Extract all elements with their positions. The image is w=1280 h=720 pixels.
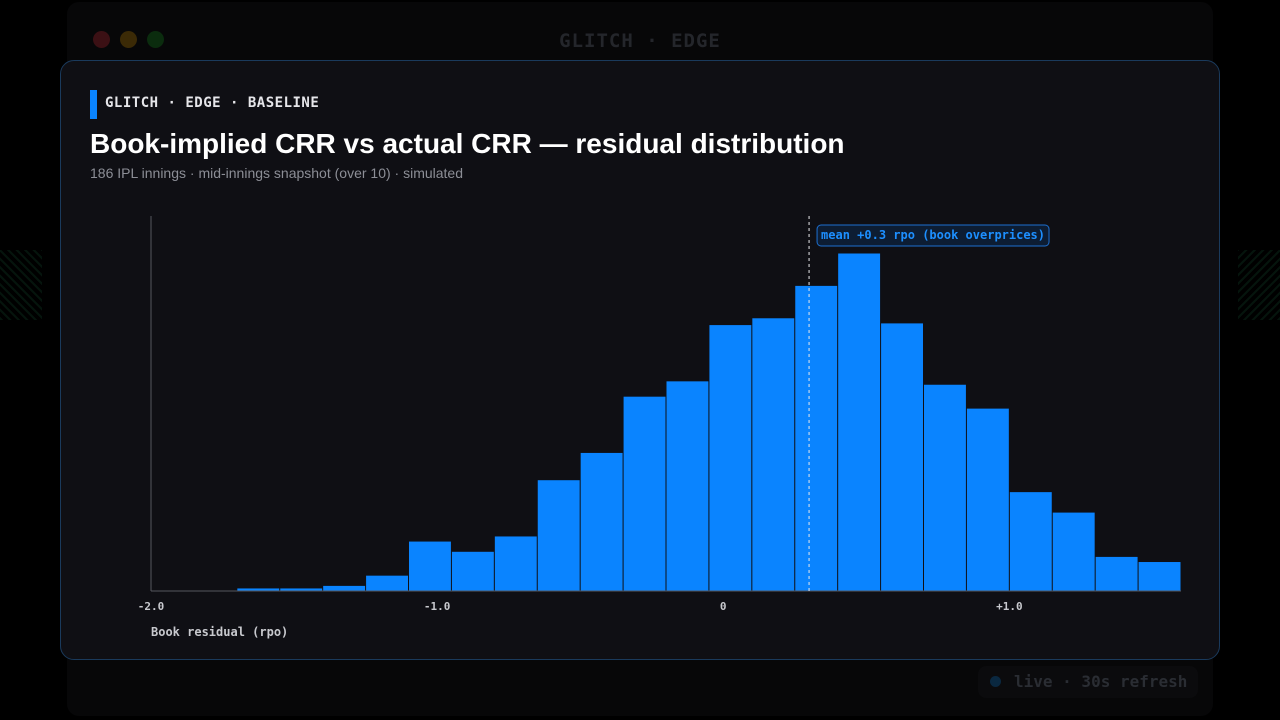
- histogram-bar-8: [494, 536, 537, 591]
- histogram-bar-5: [366, 575, 408, 591]
- histogram-bar-18: [924, 384, 966, 591]
- histogram-bar-15: [795, 285, 838, 591]
- histogram-bar-2: [237, 588, 280, 591]
- x-tick-label-2: 0: [720, 600, 727, 613]
- chart-card: GLITCH · EDGE · BASELINE Book-implied CR…: [60, 60, 1220, 660]
- kicker-accent-bar: [90, 90, 97, 119]
- histogram-bar-22: [1095, 556, 1138, 591]
- histogram-bar-7: [451, 551, 494, 591]
- histogram-bar-23: [1138, 562, 1181, 591]
- x-tick-label-1: -1.0: [424, 600, 451, 613]
- histogram-bar-14: [752, 318, 795, 591]
- card-kicker: GLITCH · EDGE · BASELINE: [105, 95, 320, 111]
- histogram-bar-6: [409, 541, 451, 591]
- decorative-pattern-left: [0, 250, 42, 320]
- window-title: GLITCH · EDGE: [559, 30, 721, 52]
- histogram-bar-10: [580, 452, 623, 591]
- histogram-bar-16: [838, 253, 881, 591]
- histogram-chart: -2.0 -1.0 0 +1.0 mean +0.3 rpo (book overpr…: [138, 216, 1181, 639]
- x-tick-label-3: +1.0: [996, 600, 1023, 613]
- decorative-pattern-right: [1238, 250, 1280, 320]
- live-status-pill: [978, 666, 1198, 698]
- histogram-bar-21: [1052, 512, 1095, 591]
- live-status-text: live · 30s refresh: [1014, 672, 1188, 691]
- bars-group: [237, 253, 1181, 591]
- maximize-window-button[interactable]: [147, 31, 164, 48]
- x-tick-labels: -2.0 -1.0 0 +1.0: [138, 600, 1023, 613]
- live-indicator-icon: [990, 676, 1001, 687]
- histogram-bar-11: [623, 396, 666, 591]
- chart-title: Book-implied CRR vs actual CRR — residua…: [90, 128, 845, 159]
- histogram-bar-17: [881, 323, 923, 591]
- x-axis-title: Book residual (rpo): [151, 625, 288, 639]
- close-window-button[interactable]: [93, 31, 110, 48]
- histogram-bar-9: [537, 480, 580, 591]
- histogram-bar-19: [966, 408, 1009, 591]
- chart-subtitle: 186 IPL innings · mid-innings snapshot (…: [90, 165, 464, 181]
- histogram-bar-20: [1009, 492, 1052, 591]
- mean-annotation-label: mean +0.3 rpo (book overprices): [821, 228, 1045, 242]
- minimize-window-button[interactable]: [120, 31, 137, 48]
- histogram-bar-3: [280, 588, 323, 591]
- mean-annotation-box: [816, 224, 1050, 247]
- histogram-bar-13: [709, 325, 752, 591]
- histogram-bar-12: [666, 381, 709, 591]
- x-tick-label-0: -2.0: [138, 600, 165, 613]
- histogram-bar-4: [323, 585, 366, 591]
